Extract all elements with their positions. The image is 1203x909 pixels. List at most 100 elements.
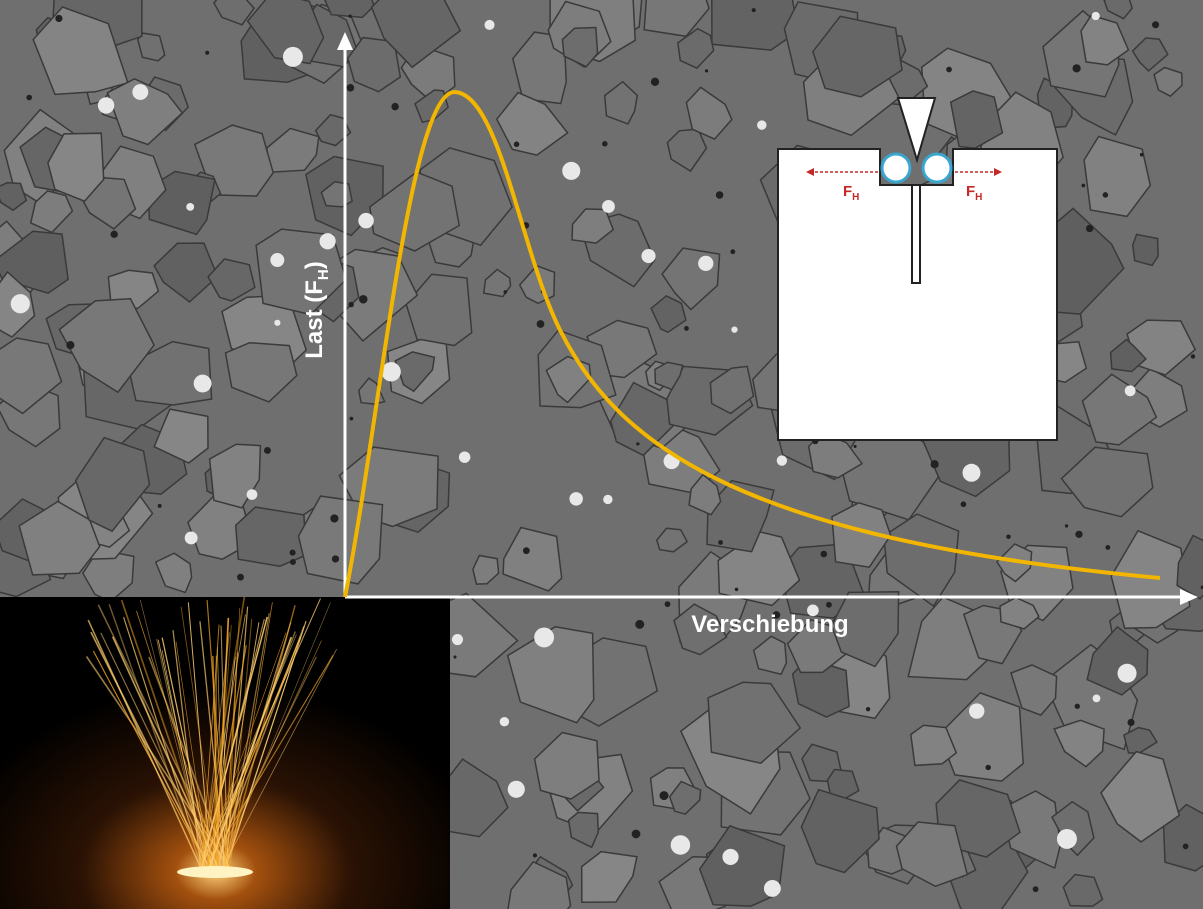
- grain: [909, 724, 958, 767]
- pore: [503, 290, 508, 294]
- grain: [654, 361, 684, 391]
- spark: [216, 622, 292, 869]
- inclusion: [282, 46, 303, 67]
- inclusion: [602, 200, 615, 213]
- spark: [199, 621, 226, 869]
- spark: [87, 619, 202, 869]
- pore: [734, 587, 739, 592]
- roller: [921, 152, 953, 184]
- grain: [368, 171, 461, 252]
- axes: [337, 32, 1198, 605]
- spark: [97, 604, 227, 869]
- grain: [673, 603, 728, 656]
- spark: [224, 605, 296, 869]
- pore: [631, 829, 641, 839]
- spark: [213, 656, 317, 869]
- pore: [659, 791, 669, 801]
- pore: [26, 94, 33, 101]
- spark: [156, 638, 206, 869]
- y-label-text: Last (F: [301, 280, 328, 359]
- wedge: [896, 97, 937, 164]
- grain: [1053, 719, 1105, 768]
- pore: [650, 77, 660, 86]
- pore: [289, 559, 296, 565]
- grain: [212, 0, 255, 26]
- pore: [751, 8, 756, 13]
- grain: [1153, 66, 1183, 98]
- pore: [820, 550, 828, 558]
- grain: [507, 860, 572, 909]
- pore: [715, 191, 724, 199]
- grain: [580, 850, 638, 904]
- inclusion: [1056, 828, 1077, 849]
- spark: [148, 656, 230, 869]
- pore: [346, 83, 355, 92]
- grain: [996, 543, 1033, 583]
- grain: [234, 506, 307, 567]
- grain: [1080, 14, 1130, 66]
- inclusion: [270, 253, 285, 268]
- grain: [707, 681, 802, 765]
- grain: [561, 26, 599, 68]
- specimen: [777, 148, 1058, 441]
- pore: [536, 320, 545, 328]
- pore: [1190, 354, 1196, 359]
- grain: [1131, 233, 1159, 267]
- grain: [47, 132, 105, 203]
- spark: [226, 608, 240, 869]
- pore: [946, 66, 952, 73]
- grain: [1010, 664, 1058, 716]
- pore: [1182, 843, 1189, 850]
- grain: [153, 242, 219, 303]
- wedge-splitting-inset: FH FH: [777, 97, 1058, 441]
- pore: [1006, 534, 1011, 540]
- grain: [545, 355, 592, 404]
- spark: [218, 622, 260, 869]
- pore: [684, 326, 689, 331]
- notch: [911, 184, 921, 284]
- force-sub: H: [852, 192, 859, 203]
- force-sub: H: [975, 192, 982, 203]
- pore: [1105, 544, 1111, 550]
- grain: [709, 365, 755, 415]
- spark: [224, 650, 298, 869]
- inclusion: [458, 451, 471, 463]
- grain: [688, 473, 722, 516]
- force-label: FH: [843, 183, 859, 203]
- spark: [229, 619, 253, 869]
- melt-pool: [177, 866, 253, 878]
- grain: [752, 635, 788, 676]
- grain: [711, 0, 800, 51]
- pore: [348, 301, 354, 308]
- pore: [157, 503, 162, 508]
- pore: [636, 442, 640, 446]
- grain: [655, 527, 689, 553]
- grain: [533, 731, 600, 800]
- grain: [830, 590, 900, 668]
- pore: [391, 102, 399, 111]
- spark: [201, 632, 287, 869]
- grain: [394, 351, 436, 393]
- force-text: F: [966, 183, 975, 200]
- pore: [718, 540, 723, 545]
- grain: [831, 501, 892, 569]
- pore: [330, 514, 339, 523]
- inclusion: [722, 848, 739, 866]
- grain: [324, 0, 375, 19]
- spark: [123, 616, 205, 869]
- grain: [1110, 529, 1191, 630]
- pore: [66, 340, 75, 350]
- inclusion: [562, 161, 581, 180]
- pore: [1072, 64, 1081, 73]
- grain: [472, 554, 500, 585]
- grain: [698, 824, 786, 907]
- grain: [297, 495, 384, 585]
- inclusion: [534, 627, 555, 648]
- pore: [1081, 183, 1086, 188]
- inclusion: [1092, 694, 1101, 703]
- grain: [0, 181, 28, 212]
- pore: [960, 501, 967, 508]
- pore: [532, 853, 538, 858]
- grain: [58, 297, 155, 394]
- sparks: [85, 596, 338, 869]
